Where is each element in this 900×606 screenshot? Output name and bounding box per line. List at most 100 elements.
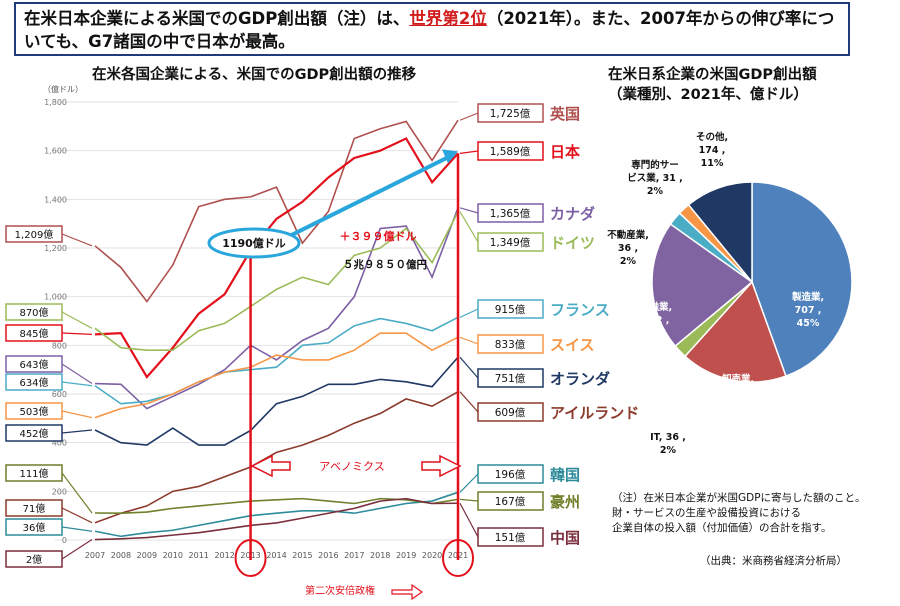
x-tick-label: 2016 xyxy=(318,551,338,560)
pie-label-line: 2% xyxy=(660,445,677,456)
start-label-connector xyxy=(61,332,93,335)
y-tick-label: 1,200 xyxy=(44,244,67,253)
x-tick-label: 2007 xyxy=(85,551,105,560)
series-line xyxy=(94,137,459,379)
start-label: 1,209億 xyxy=(5,225,93,247)
start-label: 2億 xyxy=(5,539,93,568)
start-label-text: 845億 xyxy=(19,327,48,340)
pie-label: 金融業, 332 , 21% xyxy=(639,301,672,339)
end-label-connector xyxy=(459,473,479,493)
footnote-line: 企業自体の投入額（付加価値）の合計を指す。 xyxy=(612,522,832,534)
label-abenomics: アベノミクス xyxy=(319,460,384,473)
start-label-connector xyxy=(61,429,93,434)
end-label-box xyxy=(477,141,544,161)
series-name-label: ドイツ xyxy=(550,234,595,252)
headline-text-1: 在米日本企業による米国でのGDP創出額（注）は、 xyxy=(24,9,410,28)
start-label: 111億 xyxy=(5,464,93,514)
end-label-box xyxy=(477,203,544,223)
end-label-box xyxy=(477,368,544,388)
series-line xyxy=(94,491,459,538)
end-label-connector xyxy=(459,498,479,502)
series-name-label: 日本 xyxy=(550,143,580,161)
start-label-connector xyxy=(61,363,93,385)
pie-label-line: 45% xyxy=(797,318,820,329)
end-label-connector xyxy=(459,391,479,413)
start-label-connector xyxy=(61,539,93,560)
pie-label-line: 36 , xyxy=(618,243,638,254)
series-name-label: 豪州 xyxy=(550,493,580,511)
line-chart-title: 在米各国企業による、米国でのGDP創出額の推移 xyxy=(92,67,417,83)
start-label-box xyxy=(5,518,63,536)
start-label-text: 634億 xyxy=(19,376,48,389)
series-line xyxy=(94,119,459,303)
start-label-connector xyxy=(61,410,93,419)
abe-admin-arrow xyxy=(391,583,424,601)
pie-label: その他, 174 , 11% xyxy=(696,131,728,169)
x-tick-label: 2018 xyxy=(370,551,390,560)
series-line xyxy=(94,332,459,419)
start-label-connector xyxy=(61,507,93,524)
start-label-box xyxy=(5,225,63,243)
start-label: 36億 xyxy=(5,518,93,536)
series-line xyxy=(94,391,459,524)
pie-label-line: 専門的サー xyxy=(631,159,679,171)
pie-label: IT, 36 , 2% xyxy=(650,432,686,456)
end-label-connector xyxy=(459,150,479,154)
pie-slice xyxy=(751,181,853,378)
ellipse-1190 xyxy=(207,227,301,259)
start-label: 845億 xyxy=(5,324,93,342)
pie-label-line: 707 , xyxy=(795,305,822,316)
start-label-box xyxy=(5,303,63,321)
y-tick-label: 400 xyxy=(52,439,67,448)
end-label-box xyxy=(477,103,544,123)
start-label-connector xyxy=(61,472,93,514)
x-tick-label: 2014 xyxy=(266,551,286,560)
x-tick-label: 2009 xyxy=(137,551,157,560)
start-label-connector xyxy=(61,233,93,247)
abenomics-arrow-left xyxy=(250,454,291,478)
series-name-label: オランダ xyxy=(550,370,610,388)
series-name-label: カナダ xyxy=(550,205,595,223)
footnote: （注）在米日本企業が米国GDPに寄与した額のこと。 財・サービスの生産や設備投資… xyxy=(612,491,897,536)
pie-label-line: 2% xyxy=(647,186,664,197)
headline-text-2: （2021年）。また、2007年からの伸び率についても、G7諸国の中で日本が最高… xyxy=(24,9,835,51)
pie-label-line: 273 , xyxy=(725,387,752,398)
start-label-box xyxy=(5,424,63,442)
end-label-connector xyxy=(459,502,479,538)
series-name-label: 韓国 xyxy=(550,466,580,484)
pie-label-line: 11% xyxy=(701,158,724,169)
y-tick-label: 800 xyxy=(52,341,67,350)
pie-slice xyxy=(651,223,754,348)
start-label: 634億 xyxy=(5,373,93,391)
end-label-box xyxy=(477,334,544,354)
end-label: 151億 中国 xyxy=(459,502,580,547)
end-label: 915億 フランス xyxy=(459,299,610,319)
start-label-text: 452億 xyxy=(19,427,48,440)
pie-label: 製造業, 707 , 45% xyxy=(791,291,824,329)
y-tick-label: 1,400 xyxy=(44,195,67,204)
series-line xyxy=(94,356,459,446)
pie-slice xyxy=(683,280,787,383)
series-name-label: フランス xyxy=(550,301,610,319)
footnote-line: （注）在米日本企業が米国GDPに寄与した額のこと。 xyxy=(612,492,866,504)
end-label-value: 915億 xyxy=(495,303,526,316)
x-tick-label: 2015 xyxy=(292,551,312,560)
pie-label-line: IT, 36 , xyxy=(650,432,686,443)
circle-2013 xyxy=(234,539,267,577)
start-label-box xyxy=(5,324,63,342)
pie-chart-title-2: （業種別、2021年、億ドル） xyxy=(608,87,808,103)
start-label-connector xyxy=(61,526,93,532)
pie-label: 卸売業, 273 , 17% xyxy=(722,373,754,411)
start-label: 71億 xyxy=(5,499,93,524)
pie-label-line: 21% xyxy=(645,328,668,339)
end-label: 196億 韓国 xyxy=(459,464,580,493)
end-label: 1,349億 ドイツ xyxy=(459,211,595,252)
circle-2021 xyxy=(442,539,474,577)
pie-label-line: 卸売業, xyxy=(722,373,754,385)
end-label-value: 833億 xyxy=(495,338,526,351)
pie-label-line: 2% xyxy=(620,256,637,267)
end-label: 609億 アイルランド xyxy=(459,391,639,422)
end-label-value: 151億 xyxy=(495,531,526,544)
